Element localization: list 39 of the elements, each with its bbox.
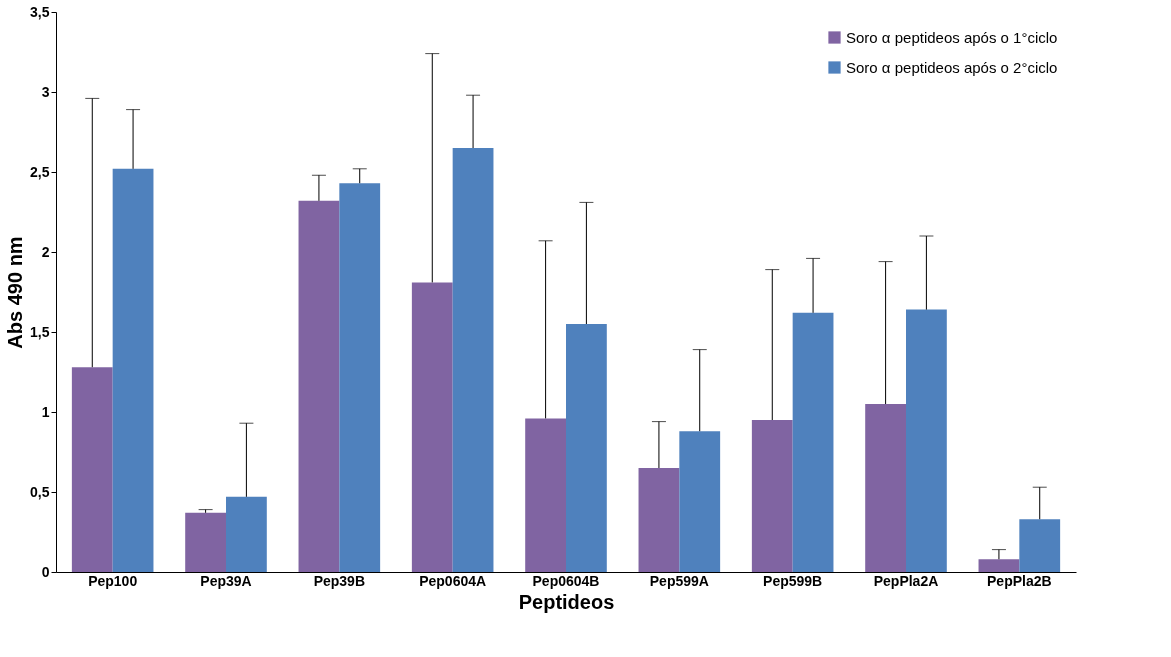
y-tick-label: 1 xyxy=(41,403,50,420)
y-tick-label: 2,5 xyxy=(30,163,50,180)
bar xyxy=(1019,519,1061,572)
legend-label: Soro α peptideos após o 2°ciclo xyxy=(846,58,1058,76)
bar xyxy=(525,418,566,572)
bar xyxy=(566,324,607,572)
bar xyxy=(339,183,381,572)
y-tick-label: 1,5 xyxy=(30,323,50,340)
x-tick-label: Pep0604B xyxy=(532,572,600,589)
bar xyxy=(906,309,947,572)
y-tick-label: 0 xyxy=(41,563,50,580)
bar xyxy=(638,468,680,572)
bar xyxy=(185,512,226,572)
legend-label: Soro α peptideos após o 1°ciclo xyxy=(846,28,1058,46)
bar xyxy=(411,282,453,572)
x-tick-label: Pep39A xyxy=(200,572,252,589)
y-tick-label: 3 xyxy=(41,83,50,100)
y-tick-label: 0,5 xyxy=(30,483,50,500)
bar xyxy=(112,168,154,572)
x-tick-label: PepPla2B xyxy=(987,572,1052,589)
x-tick-label: Pep599B xyxy=(763,572,823,589)
bar xyxy=(452,148,494,572)
x-tick-label: Pep39B xyxy=(313,572,366,589)
bar xyxy=(751,420,793,572)
bar xyxy=(226,496,267,572)
x-tick-label: PepPla2A xyxy=(873,572,939,589)
bar xyxy=(792,312,834,572)
bar xyxy=(865,404,906,572)
bar xyxy=(978,559,1020,572)
y-tick-label: 3,5 xyxy=(30,3,50,20)
y-tick-label: 2 xyxy=(41,243,50,260)
x-axis-title: Peptideos xyxy=(518,590,615,613)
bar xyxy=(298,200,340,572)
x-tick-label: Pep599A xyxy=(649,572,709,589)
x-tick-label: Pep0604A xyxy=(419,572,487,589)
bar xyxy=(71,367,113,572)
y-axis-title: Abs 490 nm xyxy=(4,236,27,349)
bar xyxy=(679,431,721,572)
x-tick-label: Pep100 xyxy=(88,572,138,589)
